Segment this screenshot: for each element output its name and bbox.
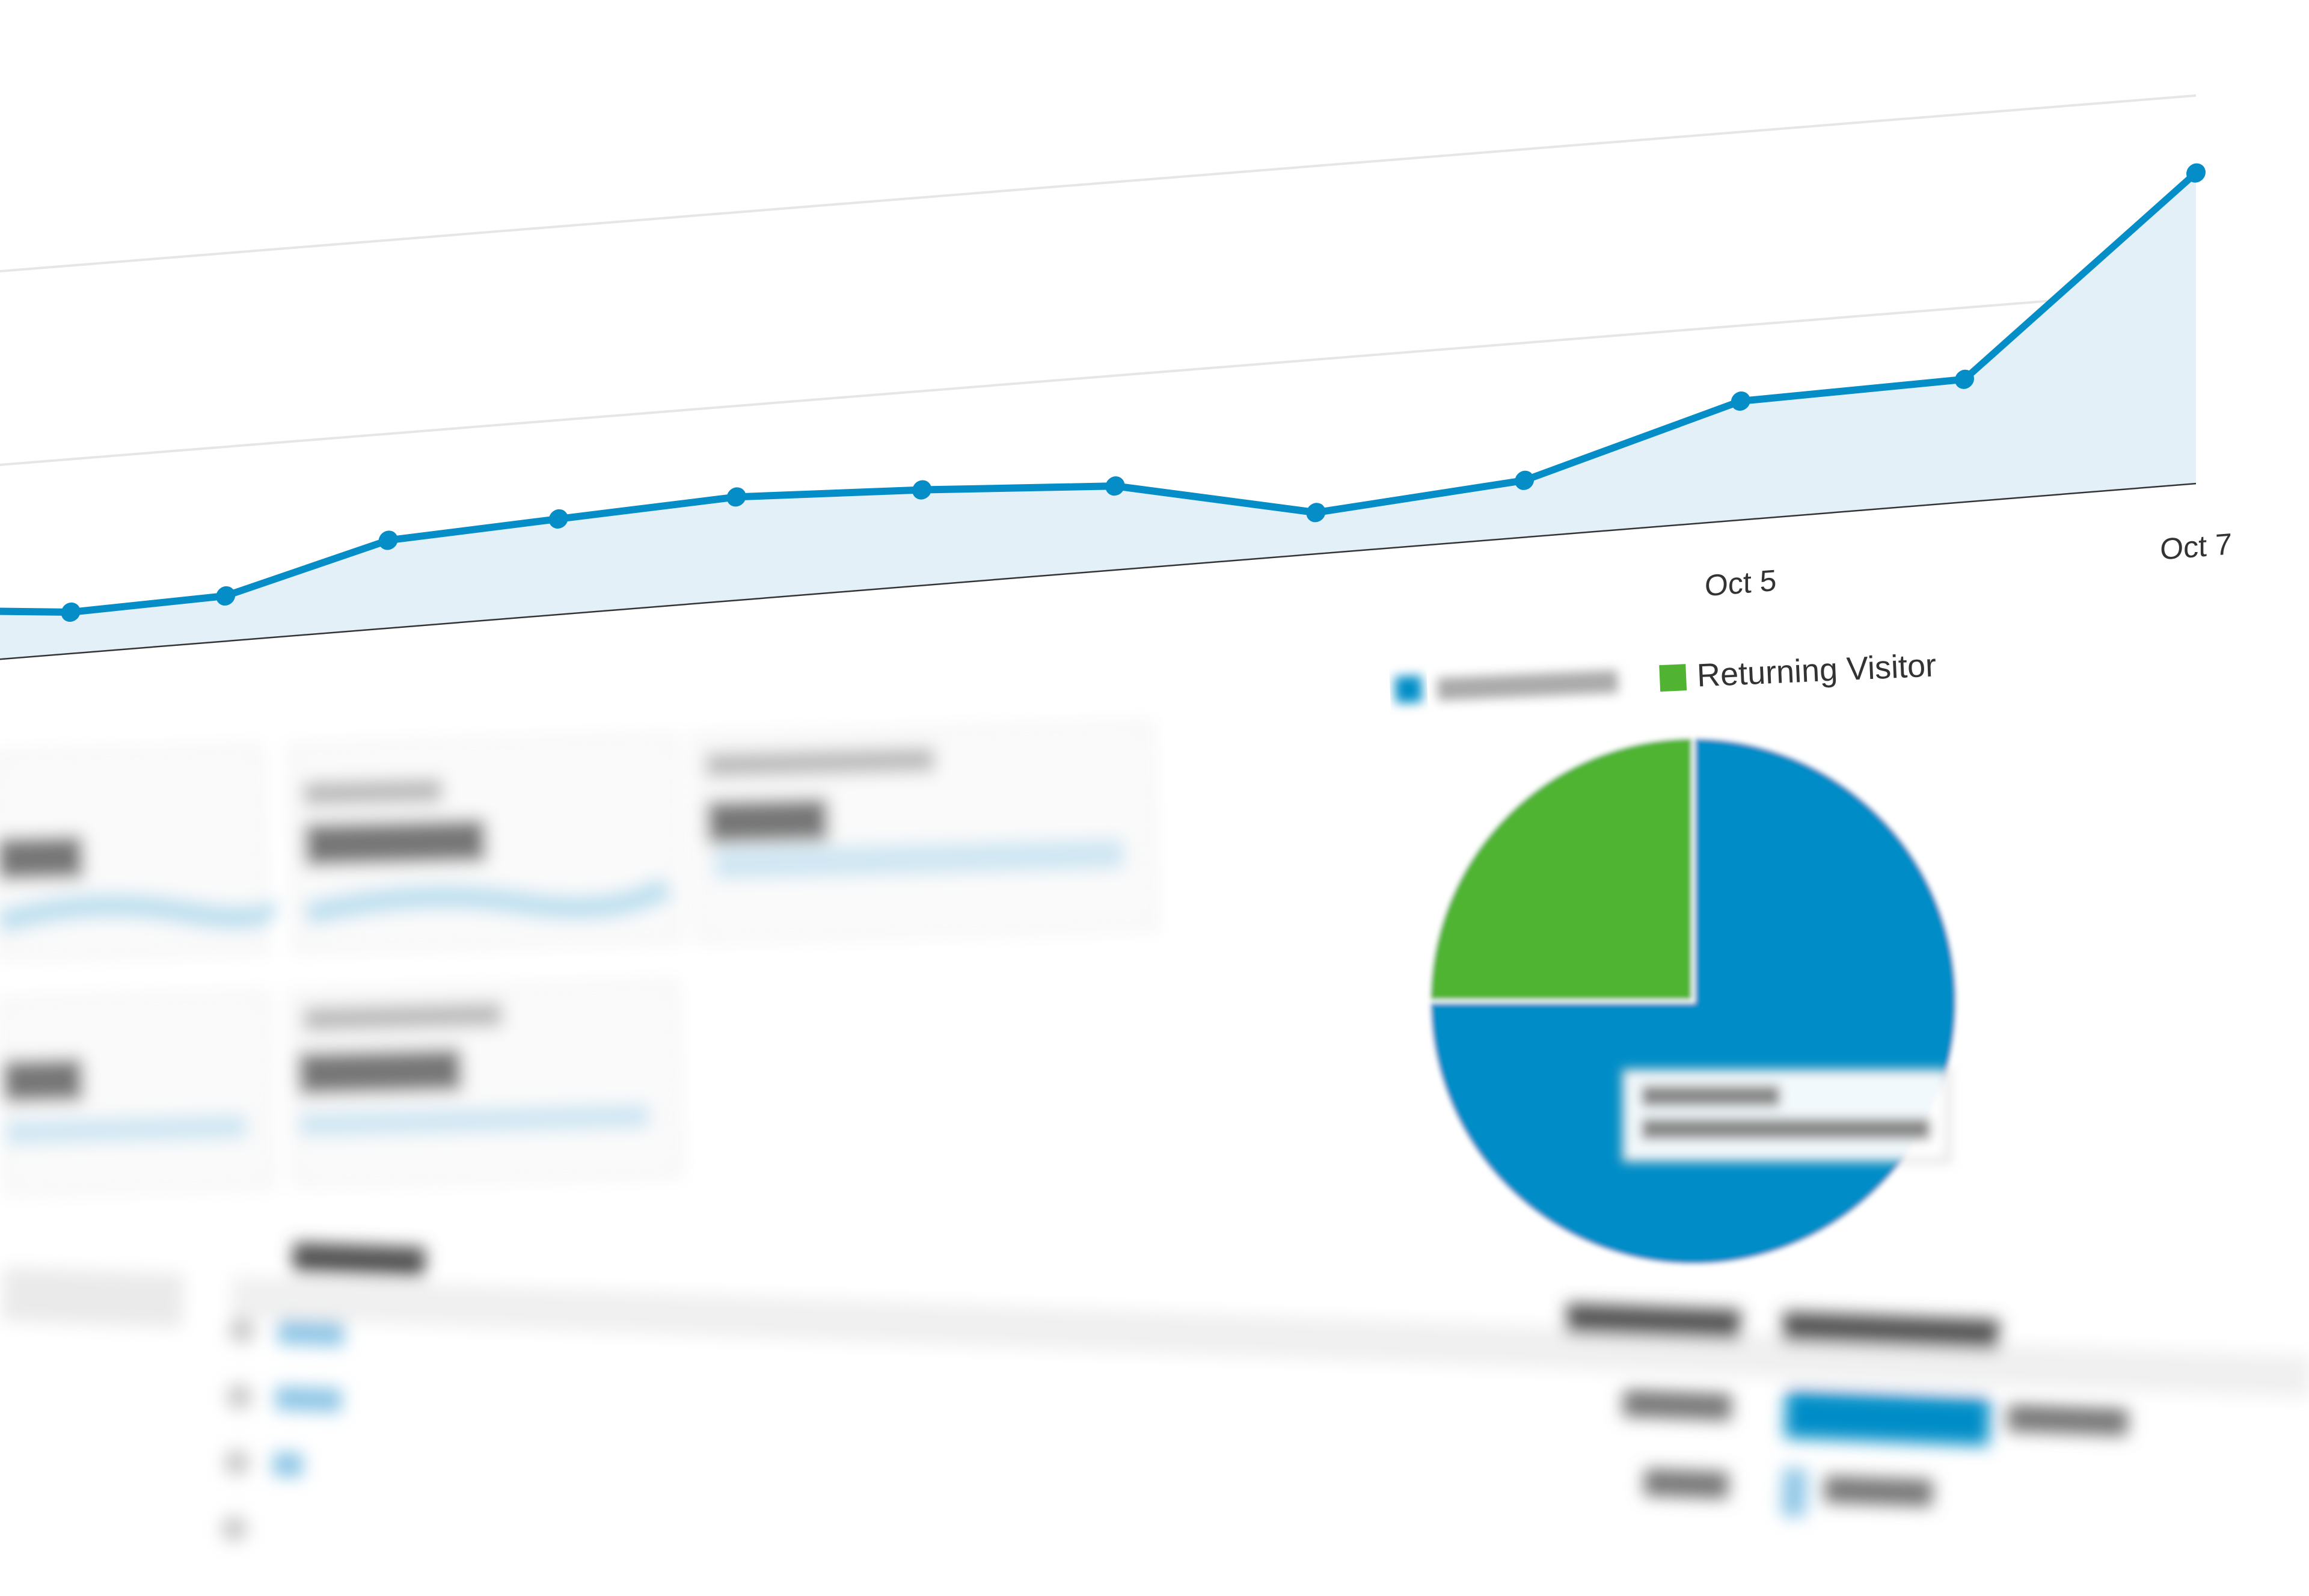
data-point: [1105, 476, 1125, 496]
data-point: [1306, 503, 1326, 523]
legend-swatch: [1394, 675, 1423, 704]
data-point: [912, 480, 932, 500]
data-point: [1515, 470, 1535, 490]
x-tick-label: Oct 5: [1705, 563, 1776, 603]
sessions-chart: Oct 5 Oct 7: [0, 94, 2232, 670]
data-point: [1955, 369, 1975, 389]
pie-slice: [1426, 734, 1695, 1003]
grid-line: [0, 287, 2196, 476]
x-tick-label: Oct 7: [2160, 527, 2231, 566]
plot-area: Oct 5 Oct 7: [0, 94, 2232, 670]
data-point: [61, 602, 81, 622]
metric-cards: [0, 722, 1158, 1195]
data-point: [726, 487, 746, 507]
line-area: [0, 173, 2196, 665]
legend-swatch: [1659, 664, 1687, 692]
legend-label-blurred: [1437, 670, 1619, 701]
data-point: [1731, 391, 1750, 411]
data-point: [378, 530, 398, 550]
data-table: [1, 1242, 2309, 1542]
legend-label: Returning Visitor: [1696, 647, 1937, 693]
grid-line: [0, 94, 2196, 283]
pie-tooltip: [1622, 1069, 1950, 1162]
legend: Returning Visitor: [1394, 647, 1937, 704]
data-point: [2186, 163, 2206, 183]
data-point: [216, 586, 236, 606]
visitor-pie: [1426, 734, 1960, 1268]
data-point: [548, 509, 568, 529]
